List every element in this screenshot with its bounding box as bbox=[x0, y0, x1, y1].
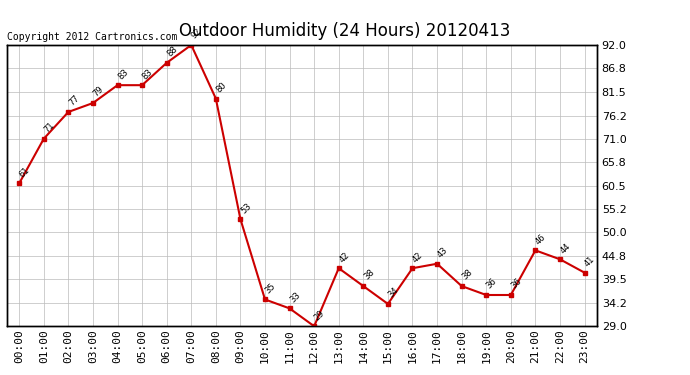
Text: 83: 83 bbox=[116, 67, 130, 81]
Text: 46: 46 bbox=[534, 232, 548, 246]
Text: 83: 83 bbox=[141, 67, 155, 81]
Text: 80: 80 bbox=[215, 81, 228, 94]
Text: 36: 36 bbox=[485, 277, 499, 291]
Text: 42: 42 bbox=[411, 250, 425, 264]
Text: 71: 71 bbox=[42, 121, 57, 135]
Text: Copyright 2012 Cartronics.com: Copyright 2012 Cartronics.com bbox=[7, 32, 177, 42]
Text: 34: 34 bbox=[386, 286, 400, 300]
Text: 33: 33 bbox=[288, 290, 302, 304]
Text: 79: 79 bbox=[92, 85, 106, 99]
Text: 38: 38 bbox=[362, 268, 376, 282]
Text: 77: 77 bbox=[67, 94, 81, 108]
Text: 35: 35 bbox=[264, 281, 277, 295]
Text: 29: 29 bbox=[313, 308, 326, 322]
Text: 88: 88 bbox=[166, 45, 179, 59]
Text: 41: 41 bbox=[583, 255, 597, 268]
Text: 61: 61 bbox=[18, 165, 32, 179]
Text: 53: 53 bbox=[239, 201, 253, 215]
Text: 43: 43 bbox=[435, 246, 450, 260]
Text: 92: 92 bbox=[190, 27, 204, 41]
Text: 44: 44 bbox=[559, 242, 573, 255]
Text: 36: 36 bbox=[509, 277, 524, 291]
Text: 38: 38 bbox=[460, 268, 474, 282]
Text: 42: 42 bbox=[337, 250, 351, 264]
Text: Outdoor Humidity (24 Hours) 20120413: Outdoor Humidity (24 Hours) 20120413 bbox=[179, 22, 511, 40]
